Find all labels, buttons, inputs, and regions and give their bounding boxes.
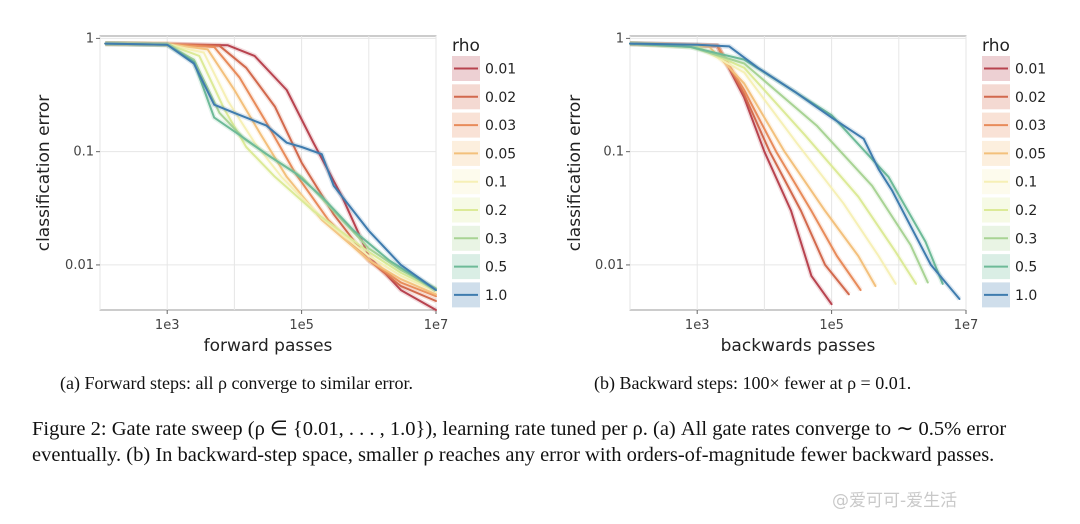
legend: rho 0.01 0.02 0.03 0.05 0.1 0.2 0.3 0.5 1.0: [982, 36, 1046, 308]
series-line-rho-0.05: [629, 42, 877, 288]
series-line-rho-0.5: [629, 42, 944, 285]
chart-forward: 1e3 1e5 1e7 1 0.1 0.01 forward passes classific…: [34, 31, 516, 356]
legend-label-rho-0.1: 0.1: [485, 175, 507, 191]
legend-label-rho-0.01: 0.01: [485, 62, 516, 78]
legend-label-rho-0.1: 0.1: [1015, 175, 1037, 191]
legend-label-rho-0.3: 0.3: [485, 231, 507, 247]
legend-label-rho-0.02: 0.02: [485, 90, 516, 106]
legend-label-rho-0.3: 0.3: [1015, 231, 1037, 247]
x-axis-title: forward passes: [204, 336, 333, 356]
watermark: @爱可可-爱生活: [832, 491, 958, 511]
y-tick-label: 0.01: [65, 258, 94, 273]
legend: rho 0.01 0.02 0.03 0.05 0.1 0.2 0.3 0.5 1.0: [452, 36, 516, 308]
figure-plots: 1e3 1e5 1e7 1 0.1 0.01 forward passes classific…: [34, 31, 1046, 356]
x-tick-label: 1e5: [289, 318, 314, 333]
legend-label-rho-0.02: 0.02: [1015, 90, 1046, 106]
x-tick-label: 1e3: [155, 318, 180, 333]
chart-backward: 1e3 1e5 1e7 1 0.1 0.01 backwards passes classif…: [565, 31, 1046, 356]
series-line-rho-0.2: [104, 42, 437, 292]
series-group: [104, 41, 438, 313]
series-line-rho-1.0: [629, 42, 961, 300]
series-line-rho-0.03: [104, 42, 437, 298]
x-tick-label: 1e7: [954, 318, 979, 333]
grid-lines: [629, 36, 967, 310]
legend-label-rho-0.01: 0.01: [1015, 62, 1046, 78]
series-line-rho-0.2: [629, 42, 917, 285]
legend-label-rho-1.0: 1.0: [1015, 288, 1037, 304]
y-tick-label: 0.1: [603, 145, 624, 160]
x-tick-label: 1e7: [424, 318, 449, 333]
y-axis-title: classification error: [34, 95, 54, 252]
legend-label-rho-0.5: 0.5: [1015, 260, 1037, 276]
subcaption-b: (b) Backward steps: 100× fewer at ρ = 0.…: [594, 373, 912, 393]
legend-label-rho-0.05: 0.05: [1015, 146, 1046, 162]
legend-title: rho: [982, 36, 1010, 56]
figure-caption: Figure 2: Gate rate sweep (ρ ∈ {0.01, . …: [32, 418, 1007, 466]
series-group: [629, 41, 962, 306]
y-tick-label: 1: [86, 31, 94, 46]
y-axis-title: classification error: [565, 95, 585, 252]
x-tick-label: 1e5: [819, 318, 844, 333]
y-tick-label: 1: [616, 31, 624, 46]
legend-label-rho-0.2: 0.2: [485, 203, 507, 219]
y-tick-label: 0.1: [73, 145, 94, 160]
x-tick-label: 1e3: [685, 318, 710, 333]
legend-label-rho-0.5: 0.5: [485, 260, 507, 276]
y-tick-label: 0.01: [595, 258, 624, 273]
x-axis-title: backwards passes: [721, 336, 876, 356]
grid-lines: [99, 36, 437, 310]
legend-label-rho-0.05: 0.05: [485, 146, 516, 162]
series-line-rho-0.05: [104, 42, 437, 296]
plot-area: [99, 35, 437, 311]
legend-label-rho-0.03: 0.03: [485, 118, 516, 134]
legend-title: rho: [452, 36, 480, 56]
legend-label-rho-0.2: 0.2: [1015, 203, 1037, 219]
legend-label-rho-1.0: 1.0: [485, 288, 507, 304]
legend-label-rho-0.03: 0.03: [1015, 118, 1046, 134]
series-line-rho-0.1: [104, 42, 437, 293]
series-line-rho-1.0: [104, 42, 437, 292]
subcaption-a: (a) Forward steps: all ρ converge to sim…: [60, 373, 414, 393]
